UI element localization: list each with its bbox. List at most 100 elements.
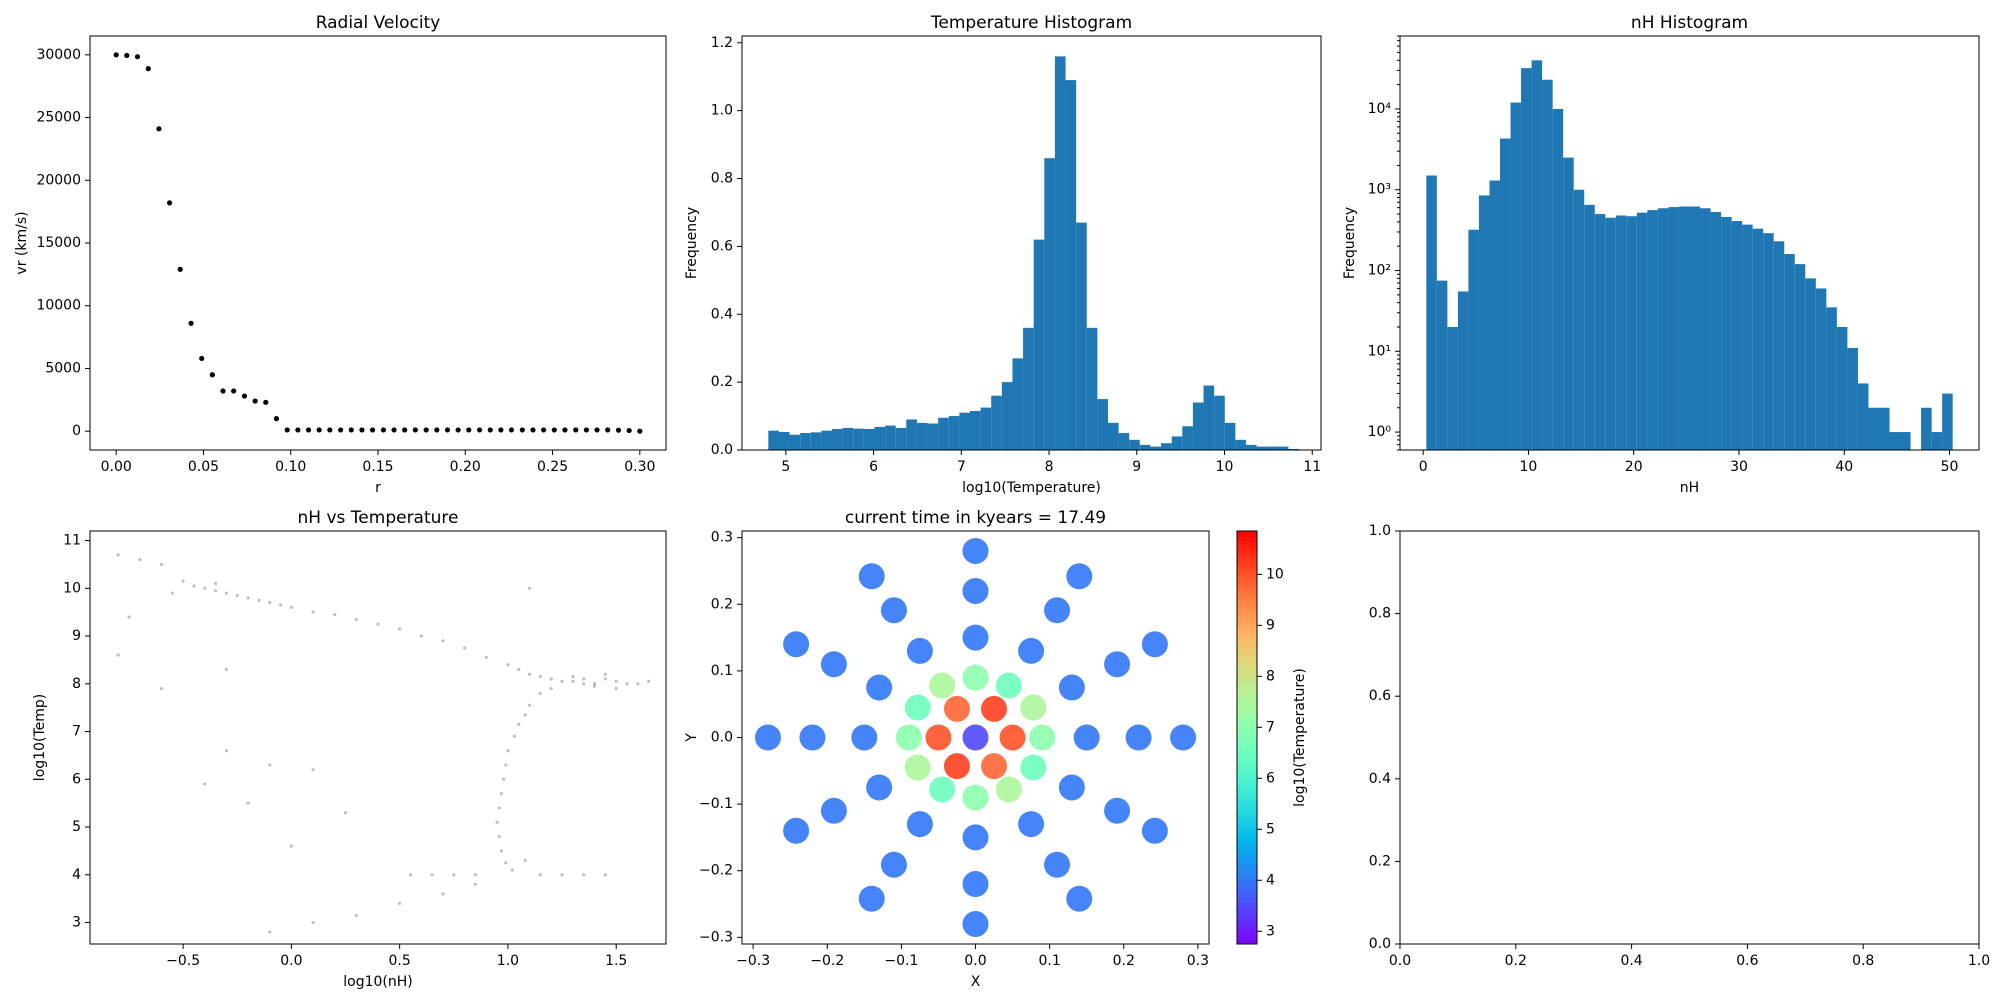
point — [647, 679, 651, 683]
x-tick-label: 0.2 — [1505, 953, 1527, 969]
point — [820, 797, 847, 824]
bar — [1267, 446, 1278, 450]
bar — [1573, 189, 1585, 450]
y-tick-label: 15000 — [36, 235, 81, 251]
bar — [1489, 180, 1501, 450]
bar — [1447, 326, 1458, 450]
point — [444, 427, 451, 433]
x-tick-label: 0.0 — [964, 953, 986, 969]
colorbar-gradient — [1237, 567, 1257, 573]
point — [284, 427, 290, 433]
point — [906, 637, 933, 664]
plot-area — [768, 56, 1300, 450]
bar — [821, 430, 833, 450]
y-tick-label: 0.2 — [711, 596, 733, 612]
point — [412, 427, 418, 433]
point — [159, 686, 164, 691]
y-tick-label: 6 — [72, 771, 81, 787]
bar — [778, 432, 790, 450]
colorbar-gradient — [1237, 572, 1257, 578]
bar — [1012, 358, 1024, 450]
bar — [810, 432, 822, 450]
point — [156, 126, 162, 132]
point — [268, 601, 272, 605]
colorbar-gradient — [1237, 856, 1257, 862]
colorbar-gradient — [1237, 789, 1257, 795]
point — [473, 882, 478, 886]
point — [523, 713, 527, 717]
point — [376, 622, 380, 626]
x-axis-label: r — [375, 480, 381, 496]
point — [455, 427, 461, 433]
bar — [874, 426, 886, 450]
colorbar-gradient — [1237, 716, 1257, 723]
colorbar-gradient — [1237, 613, 1257, 620]
point — [508, 427, 515, 433]
point — [192, 584, 196, 588]
point — [273, 416, 280, 422]
plot-area — [113, 52, 643, 434]
bar — [1224, 422, 1236, 450]
bar — [1636, 212, 1648, 450]
y-tick-label: 0.2 — [711, 374, 733, 390]
bar — [832, 428, 843, 450]
bar — [1584, 204, 1595, 450]
point — [1141, 631, 1168, 658]
axes-frame — [89, 35, 667, 451]
point — [582, 682, 586, 686]
point — [348, 427, 354, 433]
colorbar-gradient — [1237, 649, 1257, 656]
colorbar-gradient — [1237, 582, 1257, 589]
colorbar-gradient — [1237, 737, 1257, 744]
bar — [1815, 288, 1827, 450]
x-tick-label: 1.0 — [1968, 953, 1990, 969]
colorbar-gradient — [1237, 809, 1257, 816]
colorbar-tick-label: 10 — [1266, 566, 1284, 582]
bar — [1742, 224, 1753, 450]
y-tick-label: 5000 — [45, 360, 81, 376]
colorbar-gradient — [1237, 882, 1257, 888]
point — [904, 694, 931, 721]
point — [981, 753, 1008, 780]
x-tick-label: 9 — [1132, 459, 1141, 475]
point — [295, 427, 301, 433]
colorbar-gradient — [1237, 825, 1257, 831]
colorbar-tick-label: 8 — [1266, 668, 1275, 684]
y-tick-label: 0.8 — [711, 171, 733, 187]
colorbar-gradient — [1237, 706, 1257, 713]
axes-frame — [1399, 35, 1980, 451]
colorbar-tick-label: 7 — [1266, 719, 1275, 735]
point — [506, 749, 510, 753]
bar — [938, 417, 949, 450]
bar — [853, 428, 864, 450]
point — [866, 674, 893, 701]
bar — [1478, 195, 1490, 450]
y-tick-label: 30000 — [36, 47, 81, 63]
bar — [1900, 432, 1911, 450]
point — [541, 427, 547, 433]
colorbar-gradient — [1237, 654, 1257, 661]
point — [495, 820, 499, 824]
colorbar-gradient — [1237, 799, 1257, 806]
x-tick-label: 0.20 — [450, 459, 481, 475]
colorbar-gradient — [1237, 577, 1257, 584]
plot-area — [1426, 60, 1953, 450]
point — [1058, 774, 1085, 801]
point — [962, 577, 989, 604]
point — [398, 627, 402, 631]
colorbar-gradient — [1237, 608, 1257, 615]
bar — [1118, 433, 1130, 450]
bar — [1182, 426, 1193, 450]
colorbar-gradient — [1237, 556, 1257, 563]
bar — [1054, 56, 1066, 450]
colorbar-gradient — [1237, 897, 1257, 904]
point — [560, 679, 564, 683]
point — [402, 427, 408, 433]
colorbar-gradient — [1237, 727, 1257, 733]
point — [327, 427, 333, 433]
point — [188, 320, 194, 326]
x-tick-label: 11 — [1303, 459, 1321, 475]
point — [252, 398, 258, 404]
y-tick-label: 1.0 — [711, 103, 733, 119]
x-tick-label: 0.30 — [624, 459, 655, 475]
